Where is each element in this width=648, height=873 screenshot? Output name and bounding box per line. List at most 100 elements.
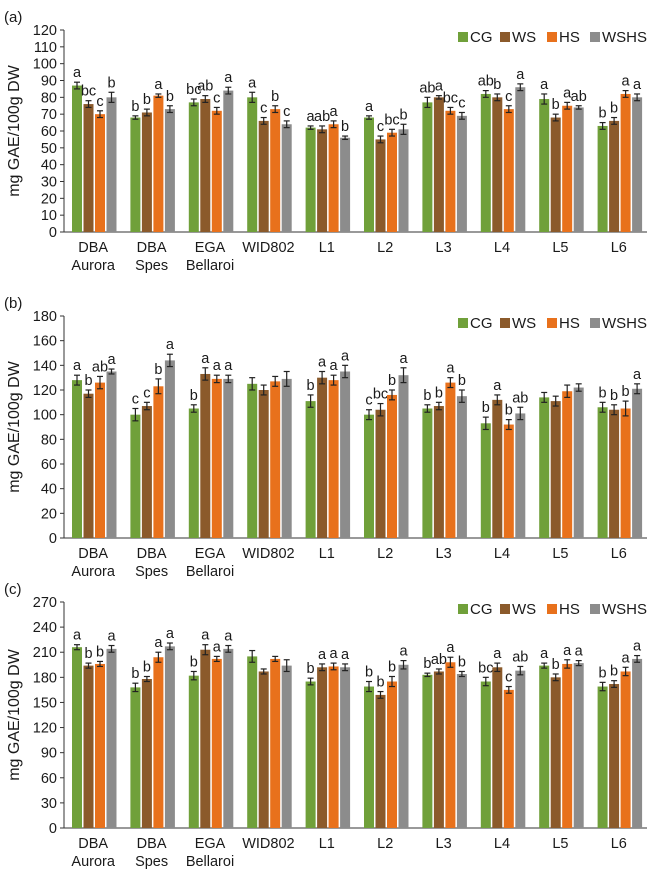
- bar-hs: [562, 105, 573, 232]
- significance-letter: b: [84, 646, 92, 662]
- significance-letter: b: [388, 659, 396, 675]
- y-tick-label: 40: [41, 482, 57, 498]
- significance-letter: ab: [431, 652, 447, 668]
- bar-cg: [130, 117, 141, 232]
- bar-hs: [153, 95, 164, 233]
- legend-swatch-wshs: [590, 32, 600, 42]
- bar-ws: [83, 104, 94, 232]
- y-tick-label: 60: [41, 771, 57, 787]
- significance-letter: a: [365, 99, 374, 115]
- y-tick-label: 240: [33, 620, 57, 636]
- x-tick-label: L5: [552, 240, 568, 256]
- panel-label: (c): [4, 581, 22, 598]
- bar-ws: [375, 694, 386, 828]
- y-tick-label: 20: [41, 191, 57, 207]
- x-tick-label: L1: [319, 836, 335, 852]
- x-tick-label: L1: [319, 240, 335, 256]
- significance-letter: a: [330, 104, 339, 120]
- significance-letter: b: [610, 101, 618, 117]
- bar-wshs: [340, 137, 351, 232]
- x-tick-label: L6: [611, 546, 627, 562]
- significance-letter: a: [213, 639, 222, 655]
- significance-letter: a: [493, 378, 502, 394]
- significance-letter: c: [213, 90, 220, 106]
- significance-letter: a: [622, 74, 631, 90]
- significance-letter: a: [622, 650, 631, 666]
- legend-label: WS: [512, 601, 536, 618]
- bar-cg: [130, 687, 141, 828]
- bar-cg: [539, 665, 550, 828]
- significance-letter: c: [143, 385, 150, 401]
- bar-cg: [364, 117, 374, 232]
- bar-ws: [141, 406, 152, 538]
- bar-cg: [597, 125, 608, 232]
- bar-wshs: [456, 115, 467, 232]
- significance-letter: b: [190, 388, 198, 404]
- significance-letter: b: [388, 373, 396, 389]
- bar-wshs: [281, 124, 292, 232]
- significance-letter: b: [84, 373, 92, 389]
- significance-letter: ab: [571, 89, 587, 105]
- significance-letter: a: [493, 646, 502, 662]
- bar-cg: [422, 408, 433, 538]
- significance-letter: a: [307, 109, 316, 125]
- bar-cg: [480, 93, 491, 232]
- bar-wshs: [573, 387, 584, 538]
- significance-letter: b: [599, 665, 607, 681]
- significance-letter: a: [107, 629, 116, 645]
- significance-letter: ab: [478, 74, 494, 90]
- significance-letter: b: [190, 654, 198, 670]
- bar-ws: [258, 120, 269, 232]
- bar-ws: [258, 390, 269, 538]
- bar-wshs: [515, 670, 526, 828]
- x-tick-label: L6: [611, 240, 627, 256]
- y-tick-label: 20: [41, 506, 57, 522]
- bar-wshs: [398, 129, 409, 232]
- bar-cg: [247, 383, 258, 538]
- y-tick-label: 160: [33, 334, 57, 350]
- bar-hs: [387, 681, 397, 828]
- bar-ws: [609, 120, 620, 232]
- bar-ws: [433, 671, 444, 828]
- bar-cg: [422, 674, 433, 828]
- significance-letter: b: [458, 654, 466, 670]
- y-tick-label: 80: [41, 90, 57, 106]
- bar-ws: [200, 99, 211, 233]
- x-tick-label: L3: [436, 240, 452, 256]
- y-tick-label: 140: [33, 358, 57, 374]
- significance-letter: a: [154, 635, 163, 651]
- bar-hs: [328, 666, 339, 828]
- y-tick-label: 180: [33, 670, 57, 686]
- bar-cg: [72, 85, 82, 232]
- bar-wshs: [632, 658, 643, 828]
- bar-hs: [270, 658, 281, 828]
- bar-wshs: [106, 97, 117, 232]
- x-tick-label: L5: [552, 836, 568, 852]
- significance-letter: a: [341, 647, 350, 663]
- bar-wshs: [632, 388, 643, 538]
- bar-wshs: [164, 360, 175, 538]
- significance-letter: a: [73, 358, 82, 374]
- y-axis-title: mg GAE/100g DW: [6, 360, 23, 493]
- bar-hs: [620, 93, 631, 232]
- x-tick-label: DBA: [78, 240, 108, 256]
- legend-label: CG: [470, 601, 493, 618]
- bar-cg: [364, 414, 374, 538]
- significance-letter: b: [482, 400, 490, 416]
- significance-letter: b: [143, 92, 151, 108]
- y-tick-label: 60: [41, 124, 57, 140]
- bar-cg: [305, 401, 316, 538]
- bar-ws: [317, 667, 328, 828]
- significance-letter: a: [633, 639, 642, 655]
- significance-letter: b: [435, 385, 443, 401]
- significance-letter: c: [260, 101, 267, 117]
- bar-wshs: [340, 667, 351, 828]
- x-tick-label: Bellaroi: [186, 258, 234, 274]
- bar-ws: [492, 667, 503, 828]
- bar-ws: [83, 665, 94, 828]
- legend-label: WSHS: [602, 29, 647, 46]
- bar-wshs: [106, 371, 117, 538]
- significance-letter: a: [341, 348, 350, 364]
- significance-letter: a: [166, 626, 175, 642]
